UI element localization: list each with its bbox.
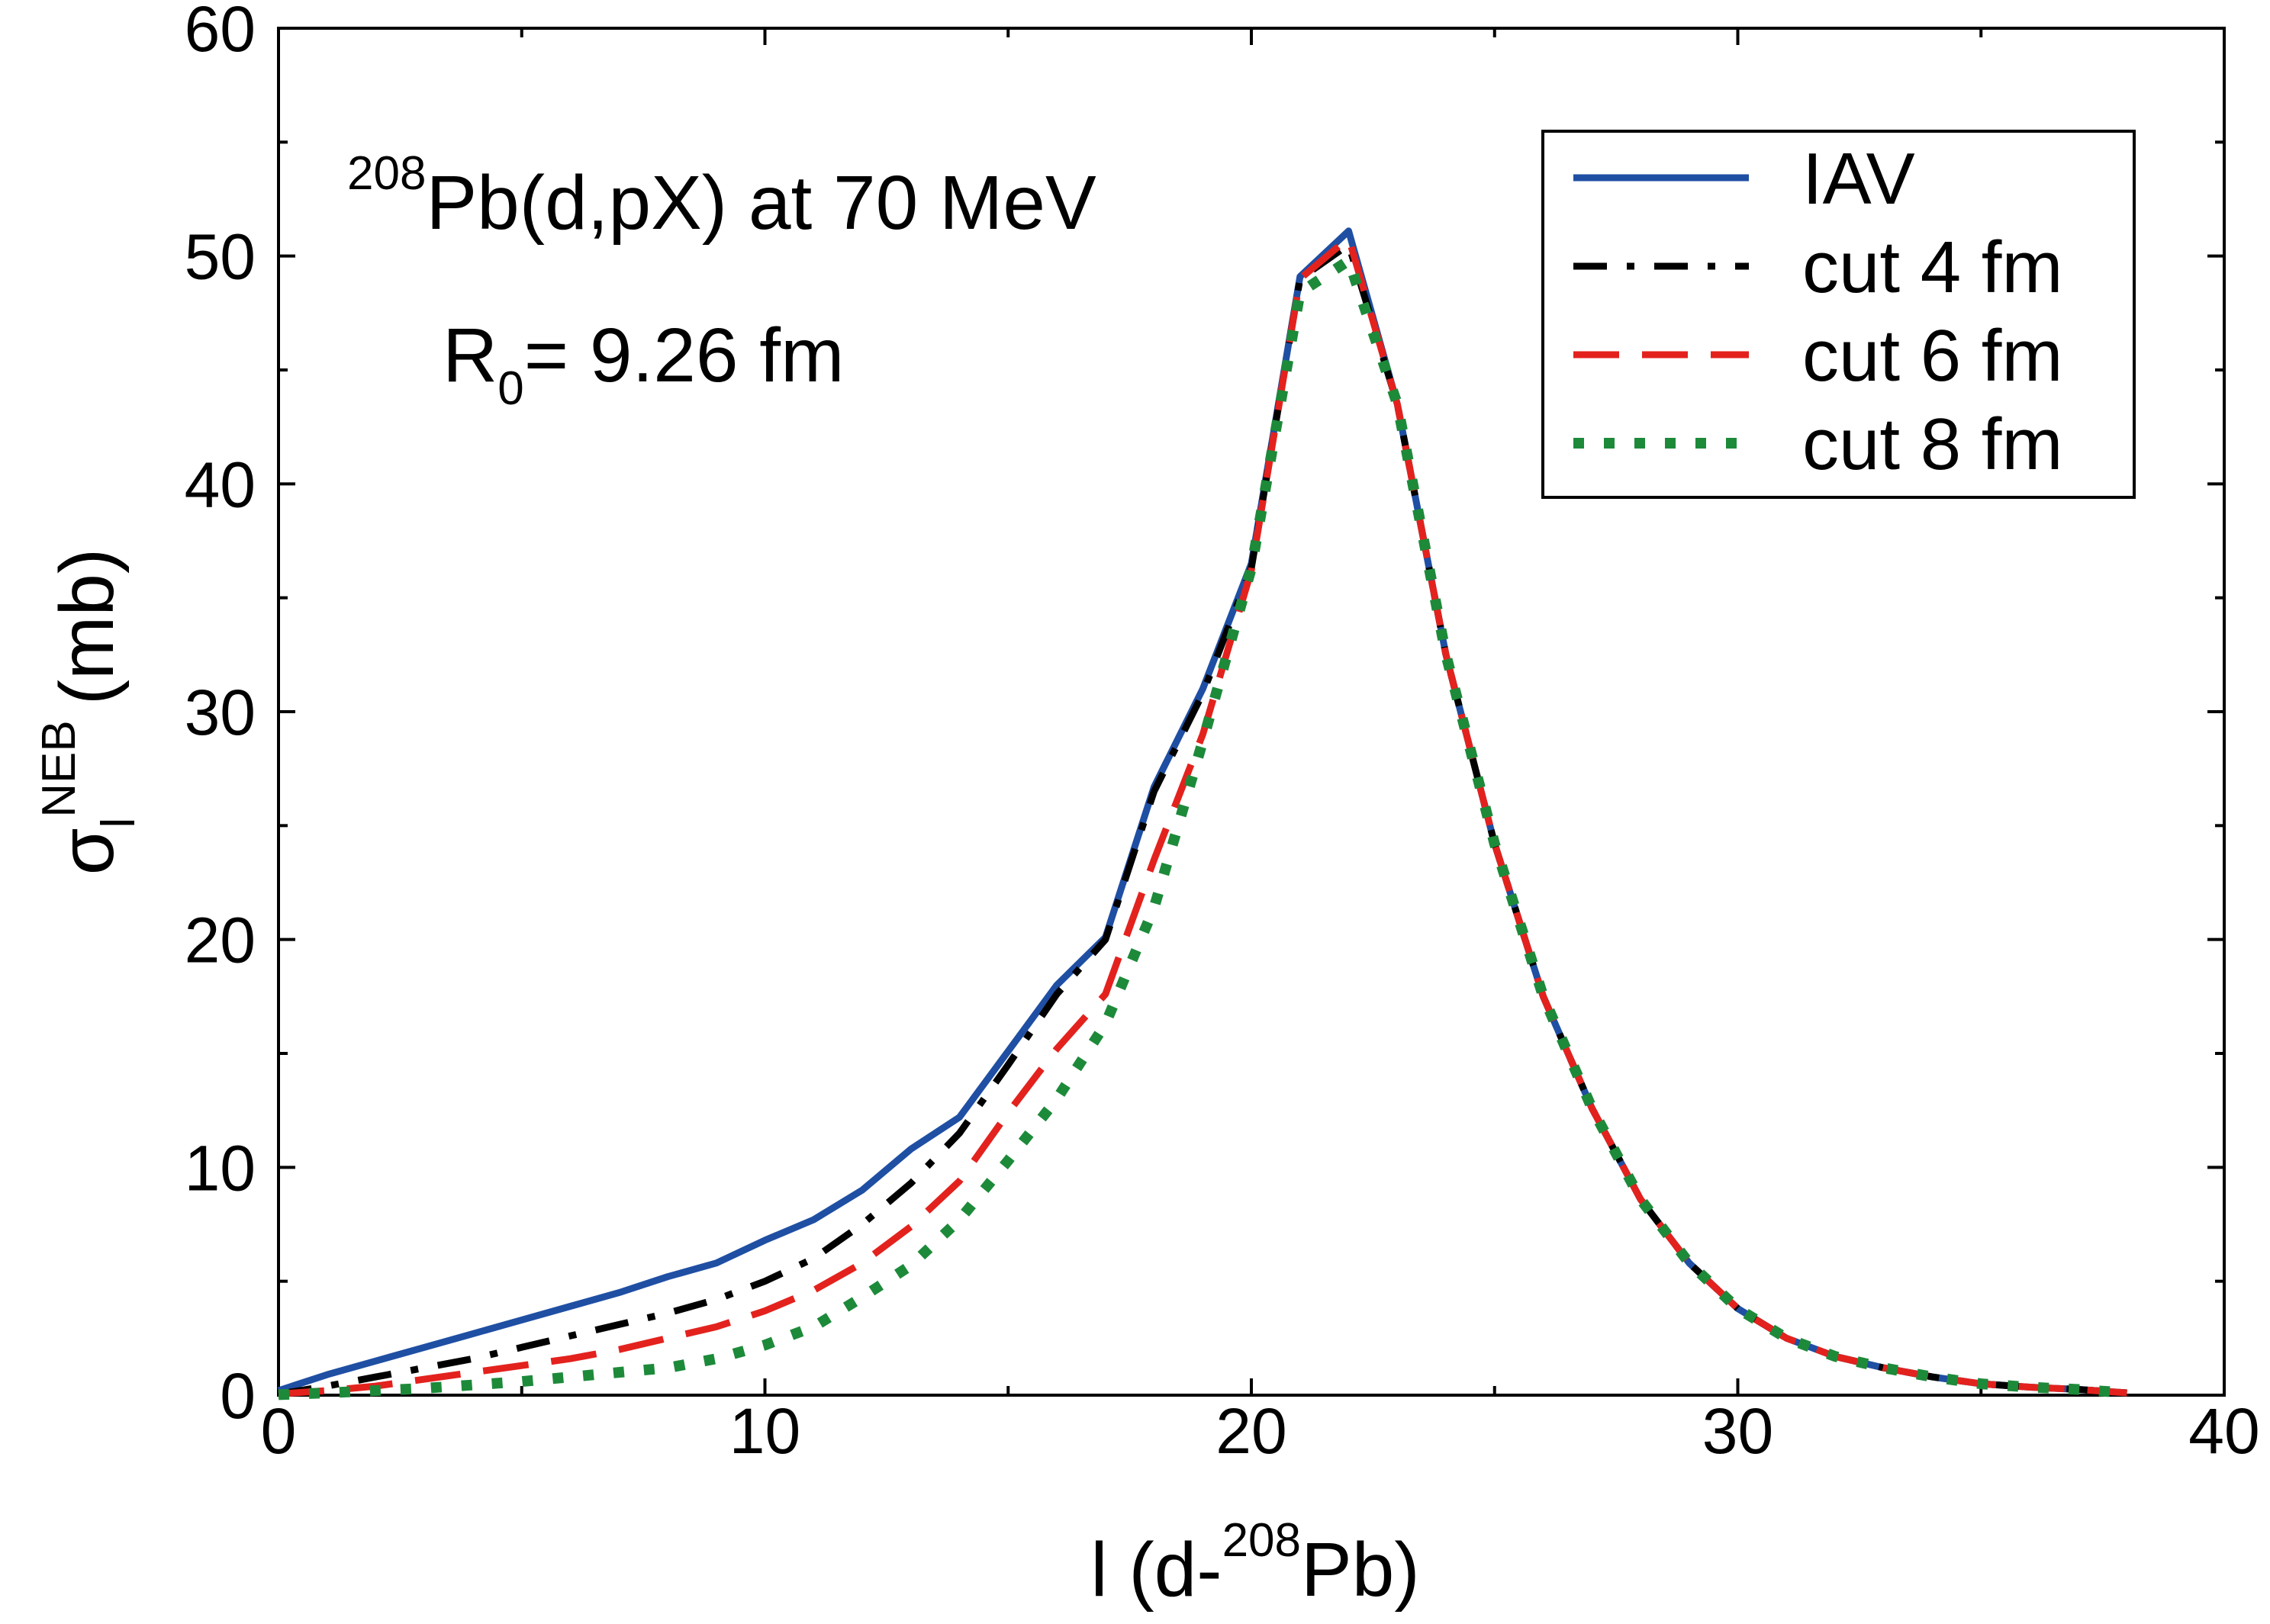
annotation-radius-main: R bbox=[443, 313, 497, 398]
legend-label: cut 8 fm bbox=[1802, 404, 2062, 485]
legend-box bbox=[1541, 130, 2136, 499]
y-axis-label-main: σ bbox=[44, 828, 130, 876]
axis-tick-labels: 0 10 20 30 40 0 10 20 30 40 50 60 bbox=[185, 0, 2260, 1467]
x-axis-label-tail: Pb) bbox=[1301, 1527, 1420, 1613]
legend-label: cut 6 fm bbox=[1802, 315, 2062, 397]
legend-label: cut 4 fm bbox=[1802, 227, 2062, 308]
axis-ticks bbox=[277, 27, 2226, 1397]
x-axis-label: l (d-208Pb) bbox=[1090, 1514, 1419, 1613]
y-tick-label: 0 bbox=[220, 1360, 256, 1432]
x-axis-label-sup: 208 bbox=[1222, 1514, 1301, 1567]
series-lines bbox=[277, 227, 2127, 1400]
annotation-radius-text: = 9.26 fm bbox=[524, 313, 845, 398]
annotation-reaction-sup: 208 bbox=[347, 147, 426, 200]
series-line-cut-6-fm bbox=[278, 234, 2127, 1397]
x-tick-label: 20 bbox=[1215, 1395, 1286, 1467]
y-axis-label-sub: l bbox=[92, 818, 145, 828]
y-axis-label-sup: NEB bbox=[33, 720, 85, 817]
y-tick-label: 40 bbox=[185, 449, 256, 520]
y-tick-label: 10 bbox=[185, 1132, 256, 1204]
x-axis-label-main: l (d- bbox=[1090, 1527, 1222, 1613]
x-tick-label: 10 bbox=[729, 1395, 800, 1467]
annotation-radius: R0= 9.26 fm bbox=[443, 313, 844, 415]
annotation-radius-sub: 0 bbox=[497, 362, 523, 415]
legend-label: IAV bbox=[1802, 138, 1915, 220]
y-tick-label: 30 bbox=[185, 677, 256, 748]
series-line-cut-8-fm bbox=[278, 255, 2127, 1400]
x-tick-label: 30 bbox=[1702, 1395, 1773, 1467]
x-tick-label: 40 bbox=[2188, 1395, 2259, 1467]
annotation-reaction: 208Pb(d,pX) at 70 MeV bbox=[347, 147, 1096, 246]
y-axis-label-tail: (mb) bbox=[44, 548, 130, 706]
y-axis-label: σl NEB (mb) bbox=[33, 548, 145, 876]
x-tick-label: 0 bbox=[261, 1395, 297, 1467]
y-tick-label: 60 bbox=[185, 0, 256, 65]
annotation-reaction-text: Pb(d,pX) at 70 MeV bbox=[426, 160, 1096, 246]
y-tick-label: 20 bbox=[185, 905, 256, 976]
y-tick-label: 50 bbox=[185, 221, 256, 293]
